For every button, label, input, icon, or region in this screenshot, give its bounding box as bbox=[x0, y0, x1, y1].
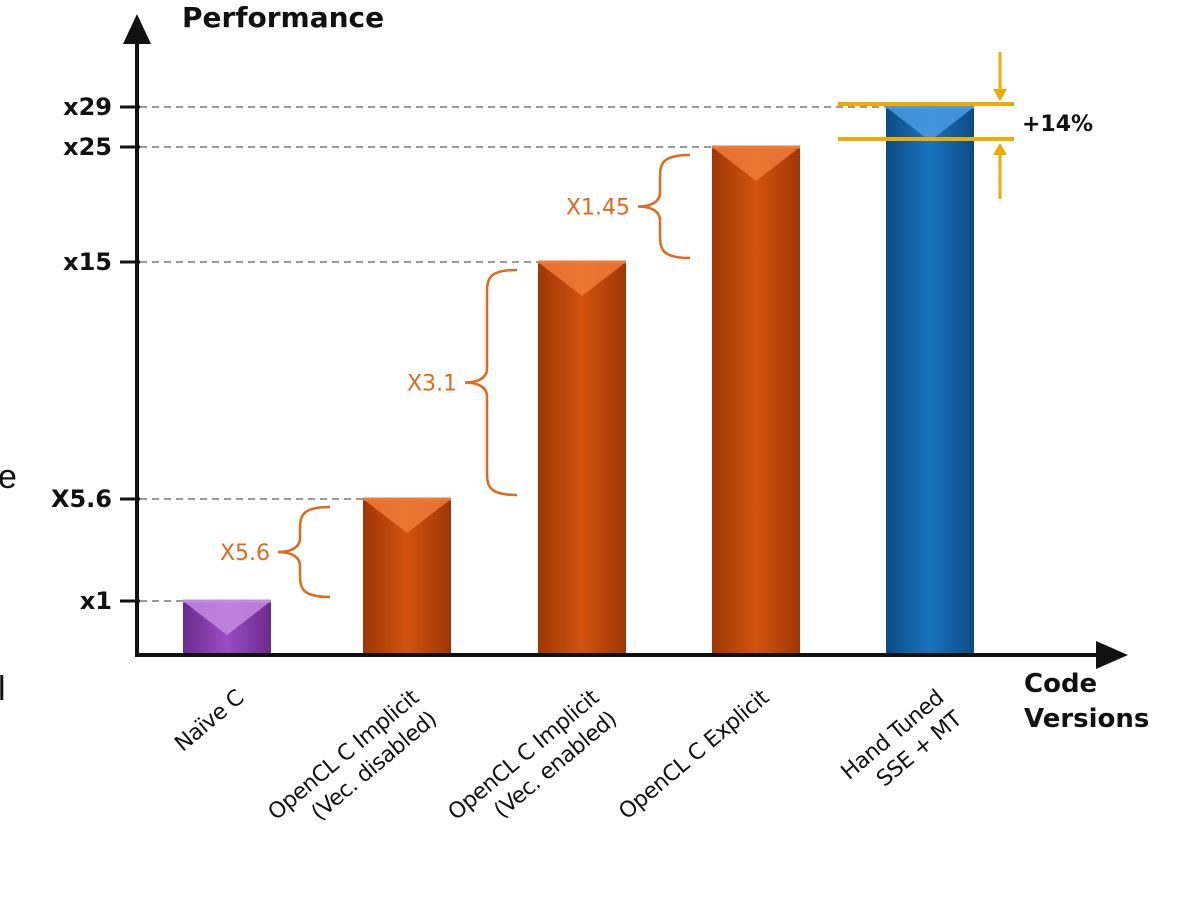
category-label: Naïve C bbox=[170, 685, 249, 757]
y-ticks-group: x1 X5.6 x15 x25 x29 bbox=[51, 93, 140, 615]
x-axis-title-line2: Versions bbox=[1024, 704, 1149, 734]
y-tick-label: x29 bbox=[63, 93, 112, 121]
x-axis-arrow bbox=[1096, 641, 1128, 669]
bar-bevel bbox=[363, 499, 451, 533]
category-label: OpenCL C Implicit(Vec. disabled) bbox=[264, 685, 442, 826]
ratio-label: X1.45 bbox=[566, 196, 630, 221]
marker-arrowhead-up bbox=[993, 143, 1007, 155]
brace bbox=[637, 153, 691, 260]
y-axis-title: Performance bbox=[182, 1, 384, 34]
y-tick-label: x25 bbox=[63, 133, 112, 161]
bar-bevel bbox=[712, 147, 800, 181]
annotations-group: X5.6 X3.1 X1.45 +14% bbox=[220, 52, 1093, 599]
ratio-label: X5.6 bbox=[220, 541, 270, 566]
y-tick-label: x15 bbox=[63, 248, 112, 276]
brace bbox=[277, 505, 331, 599]
bar bbox=[538, 262, 626, 655]
category-labels-group: Naïve C OpenCL C Implicit(Vec. disabled) O… bbox=[170, 685, 968, 826]
bar-bevel bbox=[183, 601, 271, 635]
bar-bevel bbox=[538, 262, 626, 296]
y-axis-arrow bbox=[123, 14, 151, 44]
edge-fragment-bottom: l bbox=[0, 670, 6, 708]
y-tick-label: x1 bbox=[80, 587, 112, 615]
category-label-line: Naïve C bbox=[170, 685, 249, 757]
category-label-line: OpenCL C Explicit bbox=[614, 685, 774, 825]
x-axis-title-line1: Code bbox=[1024, 669, 1097, 699]
bar bbox=[886, 107, 974, 655]
brace bbox=[464, 268, 518, 497]
reference-lines bbox=[140, 106, 930, 602]
category-label: OpenCL C Explicit bbox=[614, 685, 774, 825]
edge-fragment-top: e bbox=[0, 458, 17, 496]
ratio-label: X3.1 bbox=[407, 372, 457, 397]
y-tick-label: X5.6 bbox=[51, 485, 112, 513]
bar bbox=[712, 147, 800, 655]
bars-group bbox=[183, 105, 974, 655]
percent-gain-label: +14% bbox=[1022, 112, 1093, 137]
category-label: OpenCL C Implicit(Vec. enabled) bbox=[444, 685, 622, 826]
marker-arrowhead-down bbox=[993, 89, 1007, 101]
bar-bevel bbox=[886, 107, 974, 141]
